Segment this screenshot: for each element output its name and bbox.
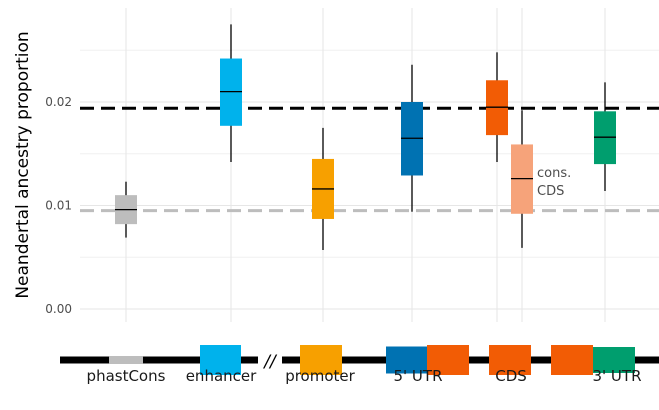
y-axis-title: Neandertal ancestry proportion (13, 31, 33, 298)
track-label-3utr: 3' UTR (593, 367, 642, 385)
track-segment-promoter (300, 345, 342, 375)
track-segment-phastcons (109, 356, 143, 364)
box-3-utr (594, 82, 616, 192)
track-segment-3-utr (593, 347, 635, 373)
box-cons-cds (511, 110, 533, 248)
track-segment-enhancer (200, 345, 241, 375)
y-tick-label: 0.01 (45, 199, 72, 213)
track-label-5utr: 5' UTR (394, 367, 443, 385)
track-segment-cds (489, 345, 531, 375)
grid (80, 8, 659, 322)
y-axis: 0.00 0.01 0.02 (45, 95, 72, 316)
annotation-line-2: CDS (537, 184, 564, 199)
gene-track (60, 345, 659, 375)
box-cds (486, 52, 508, 163)
y-tick-label: 0.00 (45, 302, 72, 316)
track-label-phastcons: phastCons (87, 367, 166, 385)
annotation-line-1: cons. (537, 166, 571, 181)
boxes (115, 24, 616, 251)
box-enhancer (220, 24, 242, 163)
track-segment-cds (427, 345, 469, 375)
box-5-utr (401, 64, 423, 212)
track-label-cds: CDS (495, 367, 527, 385)
track-label-enhancer: enhancer (186, 367, 257, 385)
track-break-marker: // (262, 352, 278, 372)
track-segment-5-utr (386, 346, 428, 374)
box-phastcons (115, 181, 137, 238)
box-promoter (312, 127, 334, 251)
reference-lines (80, 106, 659, 213)
track-label-promoter: promoter (285, 367, 355, 385)
track-segment-cds (551, 345, 593, 375)
y-tick-label: 0.02 (45, 95, 72, 109)
track-break-gap (258, 355, 282, 365)
